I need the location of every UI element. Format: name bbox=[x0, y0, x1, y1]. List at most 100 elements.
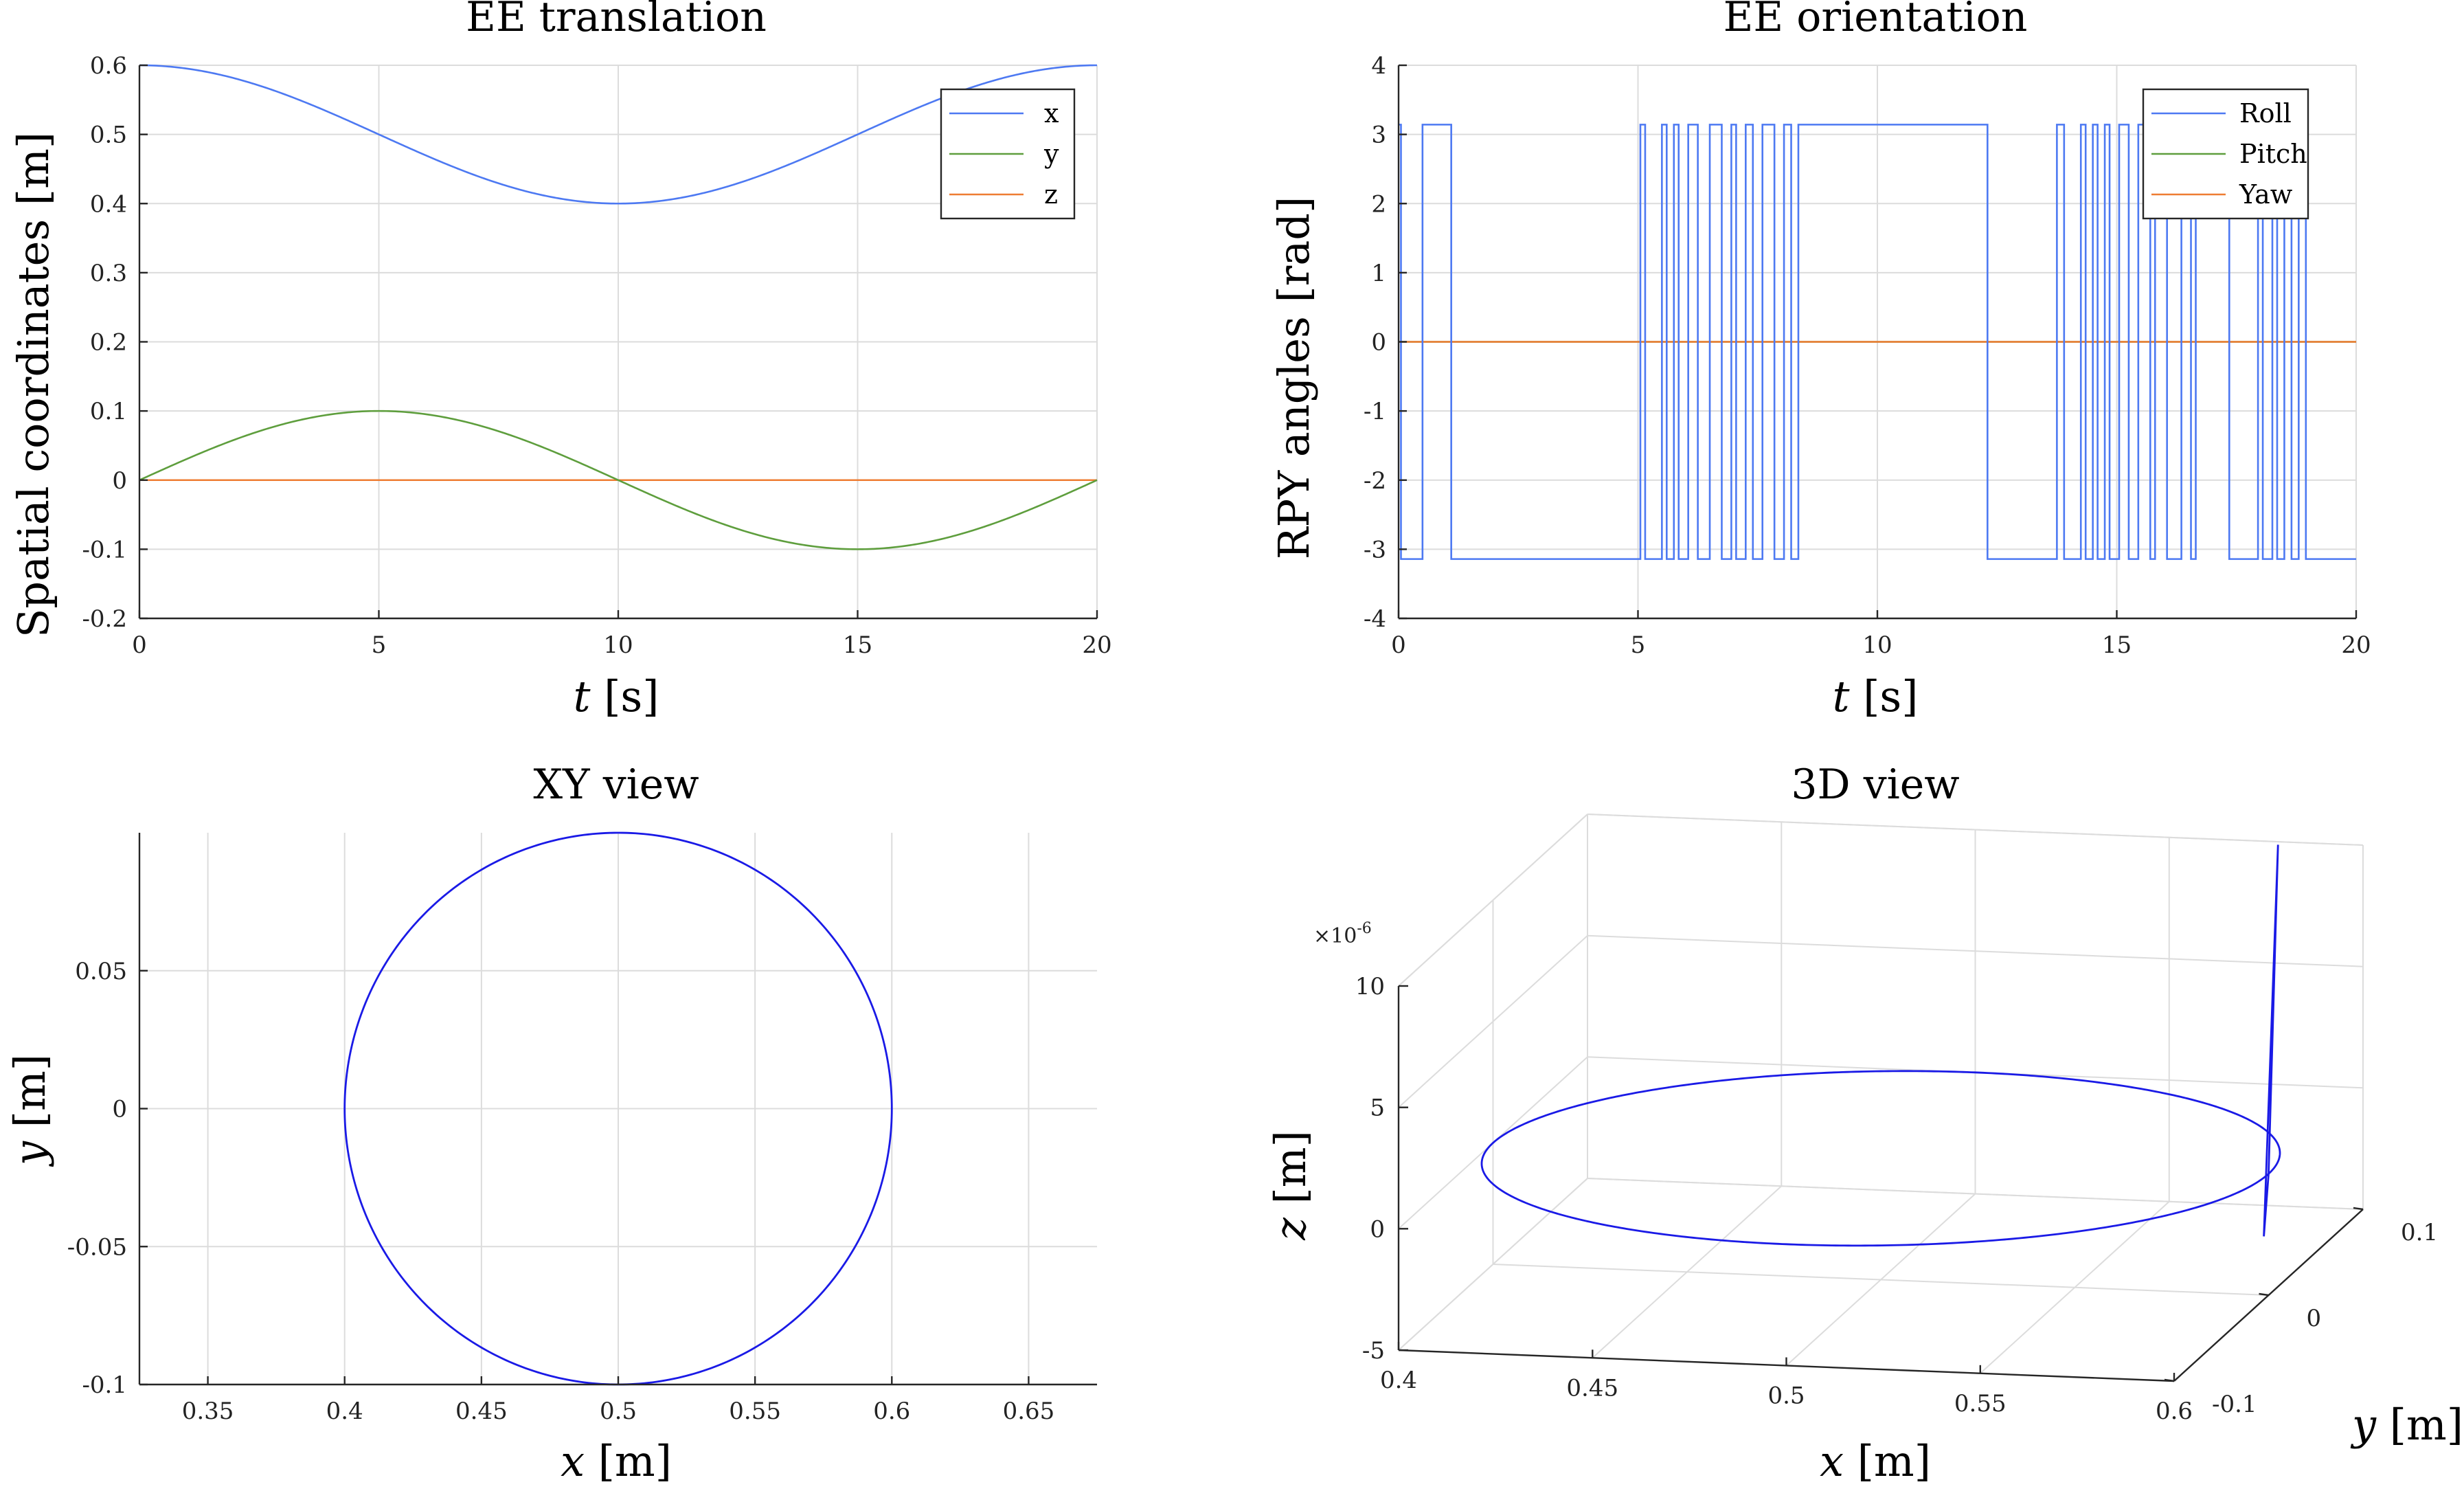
legend-label-yaw: Yaw bbox=[2239, 179, 2293, 210]
axes bbox=[1397, 985, 2364, 1382]
y-tick-label: 0.1 bbox=[90, 398, 127, 425]
series-line-3d-circle bbox=[1480, 1070, 2281, 1247]
y-tick-label: 1 bbox=[1371, 260, 1386, 287]
x-tick-label: 10 bbox=[1862, 631, 1892, 659]
y-tick-label: -0.2 bbox=[82, 605, 127, 633]
chart-title: XY view bbox=[533, 761, 699, 809]
x-tick-label: 20 bbox=[2341, 631, 2371, 659]
legend-label-y: y bbox=[1043, 139, 1059, 169]
tick-labels: 0.35 0.4 0.45 0.5 0.55 0.6 0.65 -0.1 -0.05 0 0.05 bbox=[67, 958, 1054, 1425]
y-tick-label: -0.1 bbox=[82, 536, 127, 563]
sidewall-gridline-z bbox=[1398, 934, 1588, 1108]
y-tick-label: 0.4 bbox=[90, 190, 127, 218]
tick-labels: 0 5 10 15 20 -0.2 -0.1 0 0.1 0.2 0.3 0.4 0.5 0.6 bbox=[82, 52, 1111, 659]
legend-label-z: z bbox=[1044, 179, 1058, 210]
series-group bbox=[139, 64, 1098, 550]
series-group bbox=[343, 831, 893, 1386]
y-tick-label: -4 bbox=[1364, 605, 1386, 633]
y-tick-label: 3 bbox=[1371, 122, 1386, 149]
x-tick-label: 0.5 bbox=[1767, 1382, 1805, 1410]
y-tick-label: 0.05 bbox=[75, 958, 127, 985]
backwall-edge bbox=[1587, 814, 2364, 846]
y-tick-label: -0.1 bbox=[82, 1371, 127, 1399]
x-tick-label: 0.65 bbox=[1003, 1398, 1055, 1425]
tick-labels: 0.4 0.45 0.5 0.55 0.6 -0.1 0 0.1 -5 0 5 10 bbox=[1355, 973, 2438, 1425]
y-axis-label: RPY angles [rad] bbox=[1269, 197, 1319, 559]
axes bbox=[1397, 64, 2358, 620]
axes bbox=[138, 64, 1098, 620]
y-tick-label: 0.2 bbox=[90, 329, 127, 357]
z-scale-factor: ×10-6 bbox=[1313, 920, 1372, 948]
x-tick-label: 0 bbox=[132, 631, 147, 659]
chart-title: 3D view bbox=[1791, 761, 1959, 809]
x-tick-label: 0.6 bbox=[873, 1398, 910, 1425]
grid bbox=[1398, 814, 2364, 1382]
y-tick-label: 0.3 bbox=[90, 260, 127, 287]
y-axis-label: Spatial coordinates [m] bbox=[8, 132, 58, 638]
tick-labels: 0 5 10 15 20 -4 -3 -2 -1 0 1 2 3 4 bbox=[1364, 52, 2371, 659]
series-group bbox=[1480, 844, 2281, 1247]
y-axis-label: y [m] bbox=[5, 1054, 55, 1167]
x-tick-label: 15 bbox=[843, 631, 872, 659]
x-tick-label: 0.35 bbox=[182, 1398, 234, 1425]
z-tick-label: 0 bbox=[1370, 1215, 1385, 1243]
x-tick-label: 15 bbox=[2102, 631, 2132, 659]
backwall-gridline-z bbox=[1587, 934, 2364, 967]
x-tick-label: 0.45 bbox=[455, 1398, 508, 1425]
y-tick-label: -3 bbox=[1364, 536, 1386, 563]
panel-ee-translation: EE translation 0 5 10 15 20 -0.2 -0.1 0 0.1 0.2 0.… bbox=[8, 0, 1112, 721]
y-tick-label: 0.1 bbox=[2401, 1219, 2438, 1246]
x-tick-label: 10 bbox=[603, 631, 633, 659]
floor-gridline-y bbox=[1493, 1264, 2269, 1296]
backwall-gridline-z bbox=[1587, 1178, 2364, 1210]
legend-label-x: x bbox=[1044, 98, 1059, 128]
x-tick-label: 0 bbox=[1391, 631, 1406, 659]
z-tick-label: -5 bbox=[1362, 1337, 1385, 1365]
panel-3d-view: 3D view 0.4 0.45 0.5 0.55 0.6 -0.100.1-50510 … bbox=[1265, 761, 2463, 1486]
x-tick-label: 0.45 bbox=[1566, 1374, 1618, 1402]
x-axis-label: x [m] bbox=[1820, 1436, 1931, 1486]
x-tick-label: 5 bbox=[372, 631, 387, 659]
y-tick-label: 0 bbox=[112, 467, 127, 495]
panel-xy-view: XY view 0.35 0.4 0.45 0.5 0.55 0.6 0.65 -0.1 -0.… bbox=[5, 761, 1097, 1486]
legend-label-roll: Roll bbox=[2239, 98, 2292, 128]
y-tick-label: 0.6 bbox=[90, 52, 127, 80]
y-tick-mark bbox=[2353, 1207, 2364, 1211]
z-tick-label: 5 bbox=[1370, 1095, 1385, 1122]
x-tick-label: 0.55 bbox=[729, 1398, 781, 1425]
sidewall-edge bbox=[1398, 814, 1588, 987]
y-tick-label: -2 bbox=[1364, 467, 1386, 495]
legend[interactable]: x y z bbox=[940, 88, 1076, 220]
x-tick-label: 0.55 bbox=[1954, 1390, 2007, 1417]
series-line-y bbox=[139, 410, 1098, 550]
chart-title: EE orientation bbox=[1723, 0, 2028, 41]
panel-ee-orientation: EE orientation 0 5 10 15 20 -4 -3 -2 -1 0 1 2 3 4 t [… bbox=[1269, 0, 2371, 721]
series-group bbox=[1398, 124, 2356, 560]
x-tick-label: 0.5 bbox=[600, 1398, 637, 1425]
y-tick-label: 4 bbox=[1371, 52, 1386, 80]
x-tick-label: 0.4 bbox=[1380, 1367, 1417, 1394]
x-tick-label: 5 bbox=[1631, 631, 1646, 659]
y-tick-label: -0.1 bbox=[2212, 1391, 2257, 1418]
x-tick-label: 0.6 bbox=[2156, 1398, 2193, 1425]
y-tick-label: 0 bbox=[2307, 1305, 2322, 1332]
legend[interactable]: Roll Pitch Yaw bbox=[2142, 88, 2309, 220]
z-axis-label: z [m] bbox=[1265, 1130, 1315, 1241]
y-tick-label: 0 bbox=[1371, 329, 1386, 357]
y-tick-mark bbox=[2259, 1292, 2269, 1297]
y-tick-label: 0.5 bbox=[90, 122, 127, 149]
grid bbox=[139, 833, 1097, 1385]
y-tick-label: -1 bbox=[1364, 398, 1386, 425]
axes bbox=[138, 833, 1097, 1386]
chart-title: EE translation bbox=[466, 0, 767, 41]
x-axis-label: t [s] bbox=[1833, 671, 1919, 721]
y-tick-label: -0.05 bbox=[67, 1233, 127, 1261]
z-tick-label: 10 bbox=[1355, 973, 1385, 1000]
x-axis-label: t [s] bbox=[574, 671, 659, 721]
x-axis-label: x [m] bbox=[561, 1436, 672, 1486]
y-tick-label: 0 bbox=[112, 1096, 127, 1123]
x-tick-label: 20 bbox=[1082, 631, 1111, 659]
series-line-Roll bbox=[1398, 124, 2356, 560]
x-tick-label: 0.4 bbox=[326, 1398, 363, 1425]
